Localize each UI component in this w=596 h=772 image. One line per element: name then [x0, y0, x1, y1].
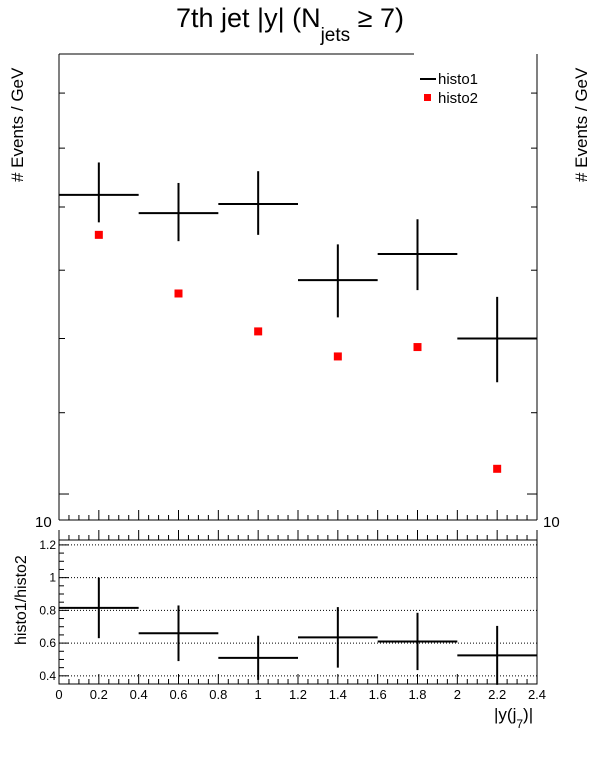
ratio-axis-ticks: 0 0.2 0.4 0.6 0.8 1 1.2 1.4 1.6 1.8 2 2.2 2.4 0.4 0.6 0…	[39, 530, 546, 702]
histo2-point	[174, 289, 183, 298]
histo2-point	[493, 464, 502, 473]
y-tick-label-right: 10	[543, 514, 560, 531]
x-tick-label: 1	[255, 687, 262, 702]
top-plot-frame	[58, 53, 538, 521]
histo2-point	[413, 343, 422, 352]
x-tick-label: 0.2	[90, 687, 108, 702]
x-tick-label: 2	[454, 687, 461, 702]
legend: histo1 histo2	[420, 71, 478, 107]
y-axis-label-left: # Events / GeV	[8, 67, 27, 182]
ratio-y-axis-label: histo1/histo2	[13, 555, 30, 645]
x-tick-label: 0.8	[209, 687, 227, 702]
x-tick-label: 1.2	[289, 687, 307, 702]
x-axis-label-main: |y(j	[494, 705, 516, 724]
histo2-point	[254, 327, 263, 336]
x-tick-label: 1.4	[329, 687, 347, 702]
title-subscript: jets	[320, 25, 351, 46]
title-main: 7th jet |y| (N	[176, 3, 321, 33]
x-tick-label: 0	[55, 687, 62, 702]
x-tick-label: 1.6	[369, 687, 387, 702]
histo2-point	[333, 352, 342, 361]
ratio-y-tick-label: 1	[49, 571, 56, 585]
top-axis-ticks	[58, 92, 538, 520]
x-axis-label: |y(j7)|	[494, 705, 533, 731]
x-tick-label: 2.4	[528, 687, 546, 702]
chart-title: 7th jet |y| (Njets ≥ 7)	[176, 3, 404, 46]
histo2-point	[94, 230, 103, 239]
top-data-layer	[59, 162, 537, 473]
x-axis-label-tail: )|	[523, 705, 533, 724]
title-tail: ≥ 7)	[350, 3, 404, 33]
x-tick-label: 1.8	[408, 687, 426, 702]
x-tick-label: 0.4	[130, 687, 148, 702]
ratio-y-tick-label: 0.6	[39, 636, 56, 650]
y-axis-label-right: # Events / GeV	[572, 67, 591, 182]
ratio-y-tick-label: 0.8	[39, 603, 56, 617]
ratio-y-tick-label: 0.4	[39, 669, 56, 683]
y-tick-label-left: 10	[35, 514, 52, 531]
ratio-y-tick-label: 1.2	[39, 538, 56, 552]
x-tick-label: 0.6	[169, 687, 187, 702]
legend-histo1-label: histo1	[438, 71, 478, 88]
legend-histo2-label: histo2	[438, 90, 478, 107]
x-tick-label: 2.2	[488, 687, 506, 702]
x-axis-label-subscript: 7	[516, 717, 523, 731]
ratio-plot-frame	[58, 539, 538, 685]
ratio-data-layer	[59, 577, 537, 685]
legend-histo2-marker	[424, 94, 431, 101]
